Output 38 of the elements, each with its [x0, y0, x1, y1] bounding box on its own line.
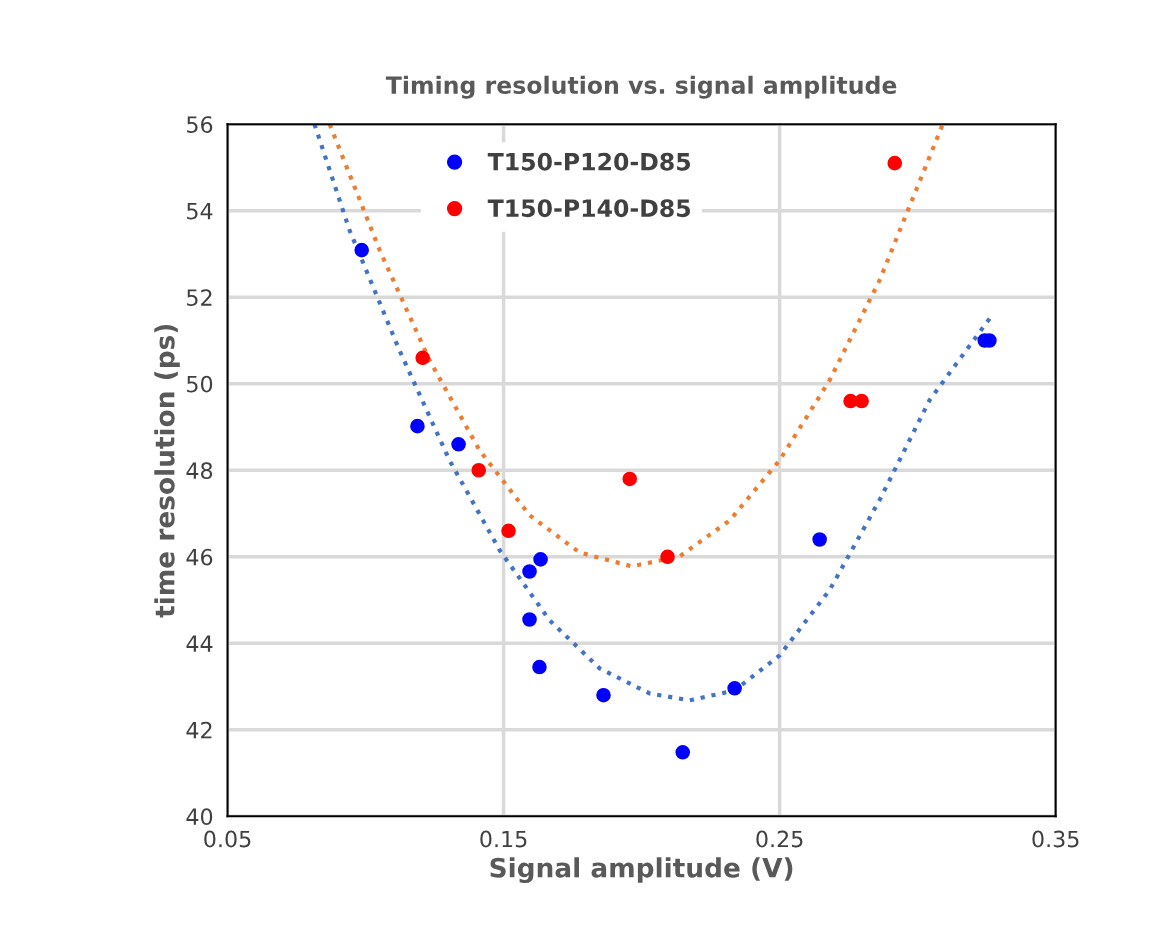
point — [533, 552, 548, 567]
y-tick-label: 50 — [187, 375, 213, 393]
point — [522, 564, 537, 579]
point — [501, 523, 516, 539]
line-series — [312, 124, 992, 703]
legend-label: T150-P140-D85 — [487, 199, 691, 218]
y-tick-label: 46 — [186, 548, 213, 566]
y-tick-label: 44 — [186, 635, 213, 652]
point — [532, 659, 547, 675]
x-axis-title: Signal amplitude (V) — [490, 857, 793, 884]
y-tick-label: 40 — [186, 808, 213, 826]
y-tick-label: 56 — [187, 116, 213, 133]
y-tick-label: 54 — [187, 202, 213, 220]
x-tick-label: 0.25 — [756, 830, 803, 848]
point — [410, 418, 425, 434]
chart-title: Timing resolution vs. signal amplitude — [385, 75, 897, 99]
point — [675, 745, 691, 760]
y-tick-label: 52 — [187, 289, 212, 306]
point — [522, 612, 537, 627]
point — [354, 242, 369, 258]
y-tick-label: 42 — [186, 721, 212, 739]
y-tick-label: 48 — [186, 462, 213, 480]
point — [415, 350, 430, 366]
line-series — [327, 124, 945, 569]
x-tick-label: 0.15 — [480, 830, 527, 848]
point — [471, 462, 487, 478]
point — [854, 393, 869, 409]
point — [887, 155, 903, 171]
point — [596, 687, 611, 703]
x-tick-label: 0.05 — [204, 830, 251, 848]
legend-label: T150-P120-D85 — [487, 152, 691, 171]
point — [660, 549, 675, 565]
x-tick-label: 0.35 — [1032, 830, 1079, 848]
point — [812, 532, 827, 547]
y-axis-title: time resolution (ps) — [154, 324, 180, 618]
point — [622, 471, 638, 487]
point — [727, 680, 742, 696]
point — [451, 437, 466, 452]
